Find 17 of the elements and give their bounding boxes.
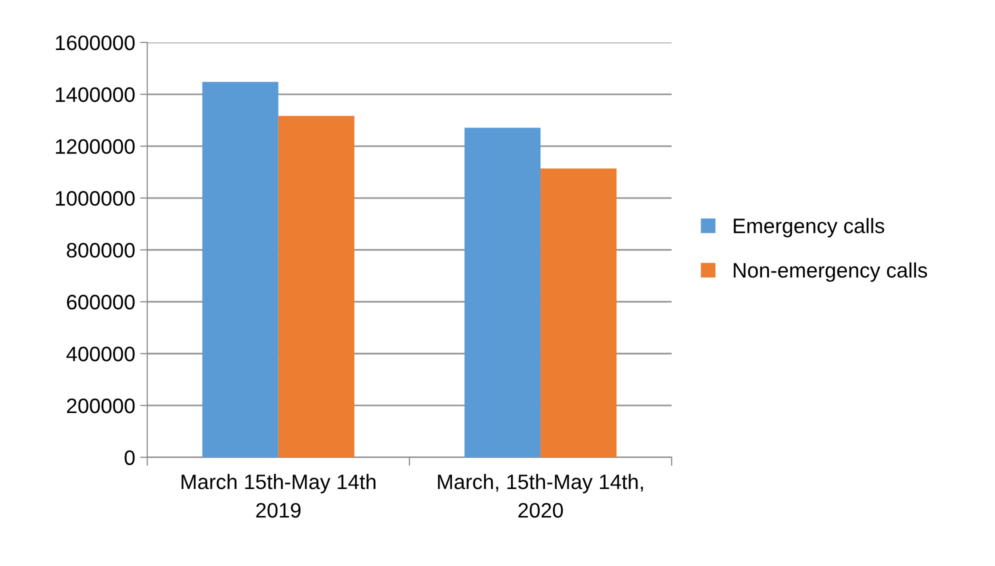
bar [202, 82, 278, 458]
bar [464, 128, 541, 458]
x-tick-label: March, 15th-May 14th, 2020 [438, 474, 643, 518]
y-tick-label: 1000000 [56, 191, 135, 206]
legend-label: Non-emergency calls [734, 262, 928, 282]
y-tick-label: 400000 [66, 346, 135, 362]
y-tick-label: 800000 [66, 242, 135, 258]
bar [540, 168, 617, 458]
y-tick-label: 0 [124, 450, 135, 466]
y-tick-label: 200000 [66, 398, 135, 414]
bar [278, 116, 354, 458]
y-tick-label: 1400000 [56, 87, 135, 102]
x-tick-label: March 15th-May 14th 2019 [182, 474, 376, 518]
legend-label: Emergency calls [734, 218, 884, 238]
y-tick-label: 1200000 [56, 139, 135, 154]
y-tick-label: 600000 [67, 294, 135, 310]
y-tick-label: 1600000 [56, 35, 135, 50]
